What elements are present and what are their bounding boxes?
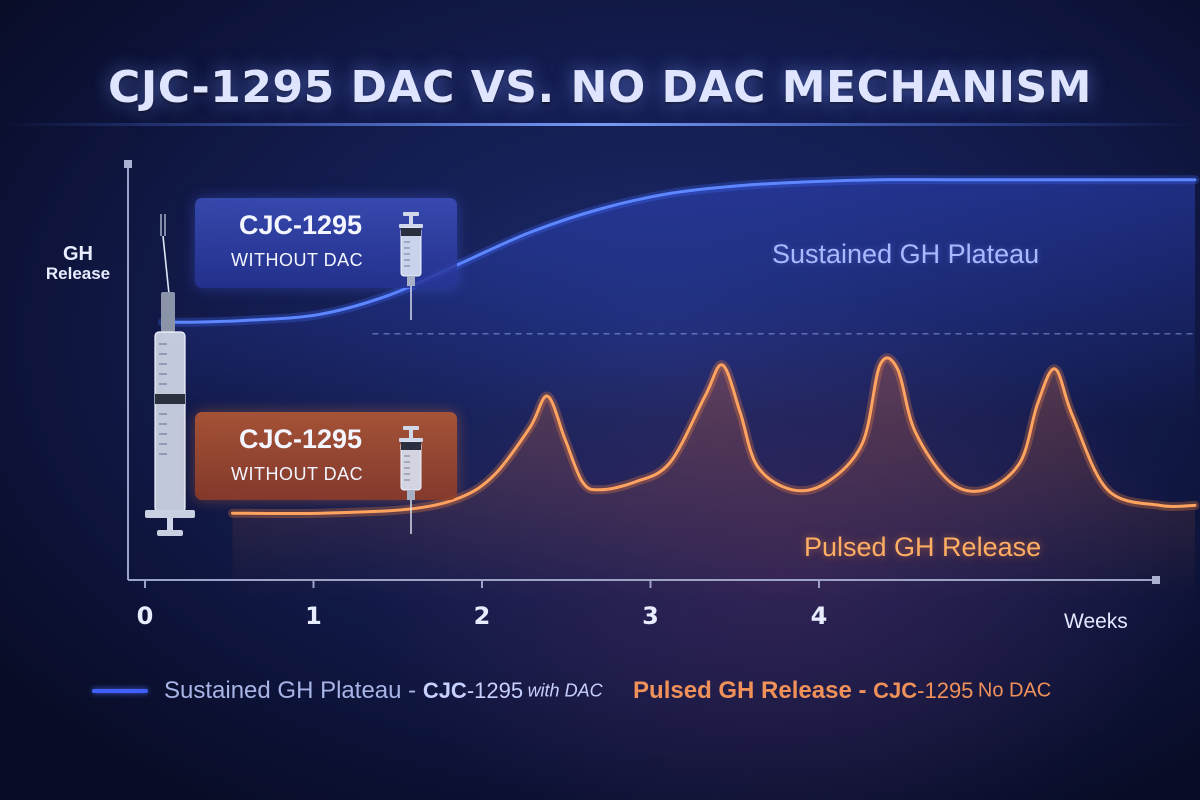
x-tick-label: 0	[136, 602, 154, 630]
legend-item2-drug-bold: CJC	[873, 678, 918, 703]
tag-orange-title: CJC-1295	[239, 424, 363, 454]
legend-item2-suffix: No DAC	[977, 679, 1052, 702]
x-axis-label: Weeks	[1064, 610, 1128, 633]
legend-item1-drug-bold: CJC	[422, 678, 467, 703]
legend: Sustained GH Plateau - CJC-1295 with DAC…	[92, 677, 1051, 711]
legend-item1-drug-rest: -1295	[466, 678, 524, 703]
legend-item1-label: Sustained GH Plateau	[164, 677, 402, 704]
pulsed-curve-label: Pulsed GH Release	[804, 532, 1042, 562]
legend-item1-drug: CJC-1295	[423, 678, 523, 703]
series-fills	[162, 179, 1195, 600]
legend-swatch-sustained	[92, 689, 148, 693]
y-axis-cap	[124, 160, 132, 168]
legend-separator: -	[401, 677, 423, 704]
series-line-sustained	[161, 178, 1197, 324]
tag-blue-subtitle: WITHOUT DAC	[231, 250, 364, 270]
tag-without-dac-blue: CJC-1295 WITHOUT DAC	[195, 198, 457, 320]
legend-item2-drug-rest: -1295	[917, 678, 974, 703]
title-underline-glow	[0, 123, 1200, 126]
y-axis-label-line2: Release	[45, 264, 111, 283]
series-line-pulsed	[231, 356, 1197, 515]
y-axis-label-line1: GH	[63, 243, 93, 265]
syringe-icon	[399, 212, 423, 320]
x-tick-label: 3	[642, 602, 659, 630]
tag-orange-subtitle: WITHOUT DAC	[231, 464, 364, 484]
syringe-icon	[399, 426, 423, 534]
x-tick-label: 4	[810, 602, 828, 630]
chart-title: CJC-1295 DAC VS. NO DAC MECHANISM	[108, 62, 1092, 113]
sustained-curve-label: Sustained GH Plateau	[772, 239, 1040, 269]
legend-item2-drug: CJC-1295	[873, 678, 973, 703]
tag-without-dac-orange: CJC-1295 WITHOUT DAC	[195, 412, 457, 534]
legend-item1-suffix: with DAC	[527, 680, 603, 701]
series-fill-sustained	[162, 179, 1195, 420]
series-lines	[158, 175, 1200, 518]
x-tick-label: 1	[305, 602, 322, 630]
x-tick-label: 2	[473, 602, 491, 630]
series-fill-pulsed	[232, 357, 1195, 600]
tag-blue-title: CJC-1295	[239, 210, 363, 240]
legend-item2-label: Pulsed GH Release -	[633, 677, 874, 704]
y-axis-label: GH Release	[28, 244, 128, 283]
